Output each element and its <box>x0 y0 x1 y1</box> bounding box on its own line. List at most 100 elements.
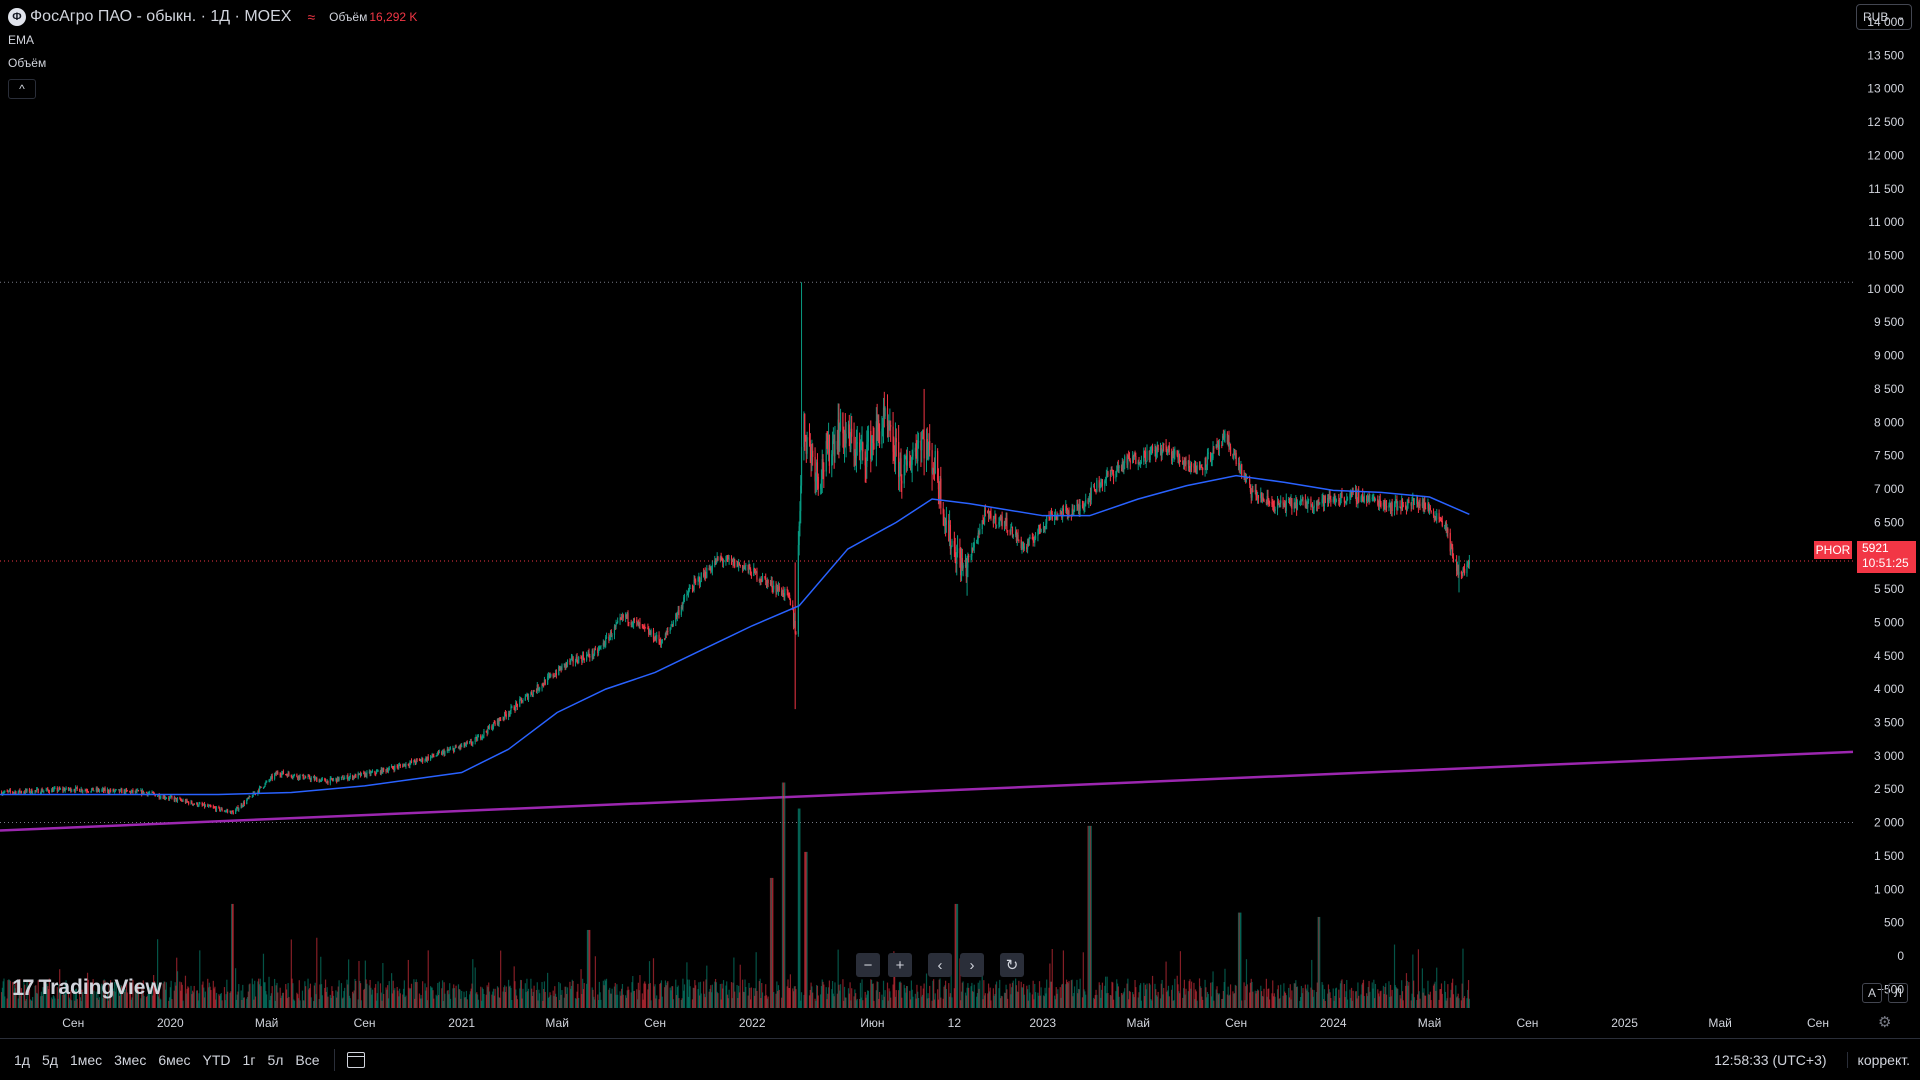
volume-bar <box>1394 985 1396 1008</box>
candle-body <box>1232 454 1234 458</box>
range-ytd-button[interactable]: YTD <box>202 1051 231 1068</box>
tradingview-logo[interactable]: 17 TradingView <box>12 975 162 1001</box>
volume-bar <box>960 1000 962 1008</box>
market-status-icon[interactable]: ≈ <box>307 8 316 25</box>
range-5d-button[interactable]: 5д <box>41 1051 58 1068</box>
volume-bar <box>1284 993 1287 1008</box>
volume-bar <box>491 994 493 1008</box>
candle-body <box>566 660 569 665</box>
volume-bar <box>726 981 728 1008</box>
candle-body <box>1026 546 1028 550</box>
volume-bar <box>441 980 444 1008</box>
collapse-legend-button[interactable]: ^ <box>8 79 36 99</box>
volume-bar <box>28 981 31 1008</box>
indicator-ema[interactable]: EMA <box>8 33 35 47</box>
candle-body <box>241 804 243 807</box>
candle-body <box>1084 503 1086 507</box>
adjust-toggle[interactable]: коррект. <box>1846 1051 1910 1068</box>
volume-layer <box>0 782 1470 1008</box>
volume-bar <box>1311 989 1314 1008</box>
volume-bar <box>994 994 996 1008</box>
volume-bar <box>208 982 210 1008</box>
candle-body <box>1288 498 1290 500</box>
candle-body <box>1123 462 1125 471</box>
candle-body <box>1018 539 1020 541</box>
volume-bar <box>108 983 110 1008</box>
candle-body <box>727 557 729 560</box>
volume-bar <box>1245 986 1247 1008</box>
volume-bar <box>1440 983 1443 1008</box>
volume-bar <box>834 982 836 1008</box>
candle-body <box>358 773 360 775</box>
volume-bar <box>164 989 167 1008</box>
range-all-button[interactable]: Все <box>295 1051 320 1068</box>
candle-body <box>491 726 493 730</box>
candle-body <box>1051 513 1053 521</box>
volume-bar <box>1277 985 1279 1008</box>
range-6m-button[interactable]: 6мес <box>158 1051 191 1068</box>
volume-bar <box>616 984 618 1008</box>
phosagro-logo-icon[interactable]: Ф <box>8 7 26 26</box>
candle-body <box>1085 499 1087 504</box>
volume-bar <box>871 983 873 1008</box>
candle-body <box>973 542 975 548</box>
candle-body <box>441 752 443 755</box>
volume-bar <box>839 990 841 1008</box>
zoom-in-button[interactable]: + <box>888 953 912 977</box>
volume-bar <box>441 988 443 1008</box>
scroll-right-button[interactable]: › <box>960 953 984 977</box>
zoom-out-button[interactable]: − <box>856 953 880 977</box>
volume-bar <box>922 988 924 1008</box>
candle-body <box>800 485 802 512</box>
range-1y-button[interactable]: 1г <box>242 1051 256 1068</box>
volume-bar <box>1104 976 1107 1008</box>
indicator-volume[interactable]: Объём <box>8 56 47 70</box>
candle-body <box>1355 490 1357 502</box>
volume-bar <box>457 984 460 1008</box>
auto-scale-button[interactable]: A <box>1862 983 1882 1003</box>
candle-body <box>656 634 658 640</box>
gear-icon[interactable]: ⚙ <box>1878 1014 1892 1031</box>
volume-bar <box>794 986 796 1008</box>
range-3m-button[interactable]: 3мес <box>114 1051 147 1068</box>
candle-body <box>799 511 801 527</box>
range-5y-button[interactable]: 5л <box>267 1051 284 1068</box>
candle-body <box>73 790 75 792</box>
volume-bar <box>1417 994 1419 1008</box>
reset-chart-button[interactable]: ↻ <box>1000 953 1024 977</box>
volume-bar <box>767 996 769 1008</box>
candle-body <box>633 618 635 621</box>
candle-body <box>1222 436 1224 438</box>
candle-body <box>1449 532 1451 552</box>
candle-body <box>839 429 841 446</box>
candle-body <box>262 787 265 789</box>
range-1m-button[interactable]: 1мес <box>69 1051 103 1068</box>
volume-bar <box>43 989 45 1008</box>
scroll-left-button[interactable]: ‹ <box>928 953 952 977</box>
volume-bar <box>660 980 663 1008</box>
candle-body <box>313 777 315 779</box>
currency-select[interactable]: RUB ⌄ <box>1856 4 1912 30</box>
candle-body <box>586 654 589 656</box>
candle-body <box>158 794 160 798</box>
candle-body <box>1050 511 1053 514</box>
clock-timezone[interactable]: 12:58:33 (UTC+3) <box>1714 1051 1827 1068</box>
volume-bar <box>1311 959 1313 1008</box>
candle-body <box>804 414 806 437</box>
volume-bar <box>686 962 688 1008</box>
candle-body <box>176 798 179 801</box>
log-scale-button[interactable]: Л <box>1888 983 1908 1003</box>
candle-body <box>1166 450 1168 455</box>
candle-body <box>981 520 983 530</box>
candle-body <box>960 557 962 576</box>
candle-body <box>1062 508 1065 511</box>
symbol-title[interactable]: ФосАгро ПАО - обыкн. · 1Д · MOEX <box>30 7 292 25</box>
volume-bar <box>1187 991 1189 1008</box>
candle-body <box>388 767 390 770</box>
candle-body <box>1441 521 1443 526</box>
range-1d-button[interactable]: 1д <box>14 1051 30 1068</box>
candle-body <box>1306 505 1308 508</box>
calendar-icon[interactable] <box>346 1051 365 1068</box>
candle-body <box>1200 466 1202 468</box>
